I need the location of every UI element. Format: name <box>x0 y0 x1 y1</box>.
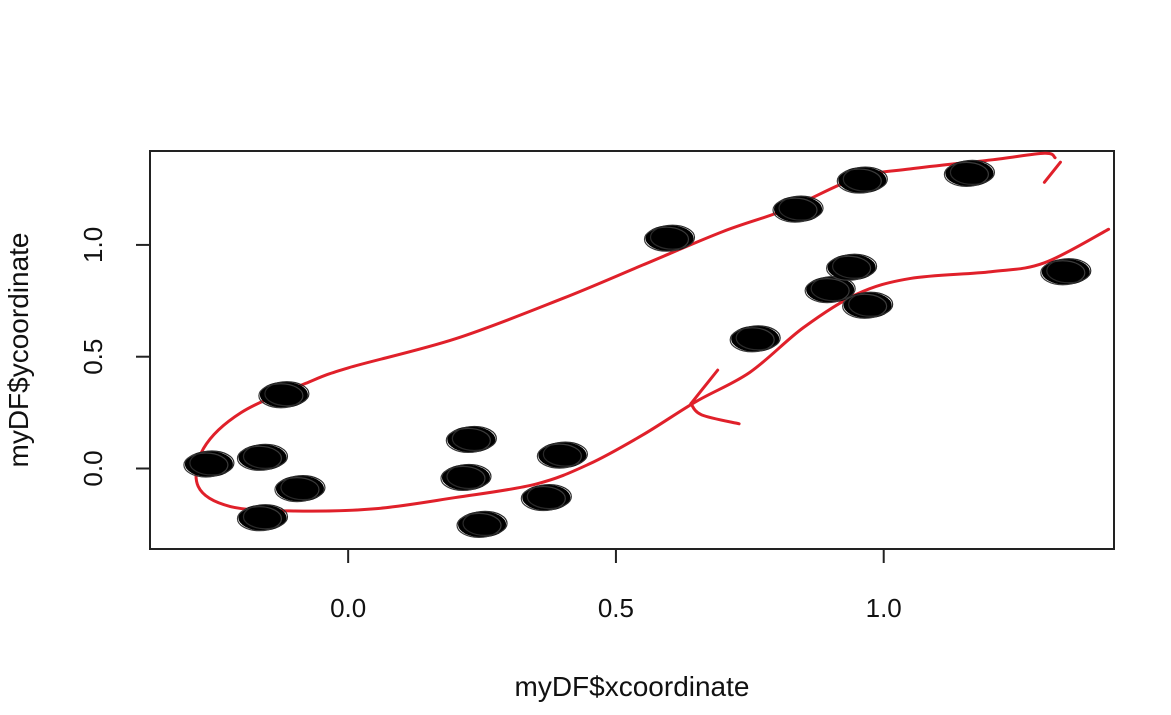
y-tick-label: 1.0 <box>78 227 108 263</box>
y-tick-label: 0.5 <box>78 339 108 375</box>
arrow-head-right-stroke <box>689 402 741 426</box>
data-point <box>258 381 310 409</box>
x-tick-label: 0.5 <box>598 593 634 623</box>
arrow-head-left-stroke <box>689 368 720 406</box>
data-point <box>236 443 289 471</box>
data-point <box>456 510 508 539</box>
data-point <box>445 425 497 454</box>
data-point <box>643 224 696 252</box>
data-point <box>183 450 235 478</box>
red-annotation-layer <box>194 151 1111 513</box>
x-tick-label: 0.0 <box>330 593 366 623</box>
data-point <box>836 166 888 194</box>
data-point <box>943 159 996 187</box>
data-point <box>825 253 878 281</box>
data-point <box>236 504 289 532</box>
loop-start-hook <box>1042 160 1062 184</box>
x-tick-label: 1.0 <box>866 593 902 623</box>
data-point <box>729 325 781 353</box>
x-axis-title: myDF$xcoordinate <box>515 671 750 702</box>
data-points <box>183 159 1092 539</box>
x-axis: 0.0 0.5 1.0 <box>330 548 902 623</box>
y-tick-label: 0.0 <box>78 450 108 486</box>
data-point <box>536 441 588 469</box>
enclosing-loop <box>194 151 1111 513</box>
data-point <box>842 291 894 319</box>
y-axis-title: myDF$ycoordinate <box>3 233 34 468</box>
data-point <box>274 475 326 503</box>
data-point <box>772 195 824 223</box>
data-point <box>440 463 492 492</box>
y-axis: 0.0 0.5 1.0 <box>78 227 151 487</box>
data-point <box>520 483 572 512</box>
data-point <box>1040 258 1092 286</box>
